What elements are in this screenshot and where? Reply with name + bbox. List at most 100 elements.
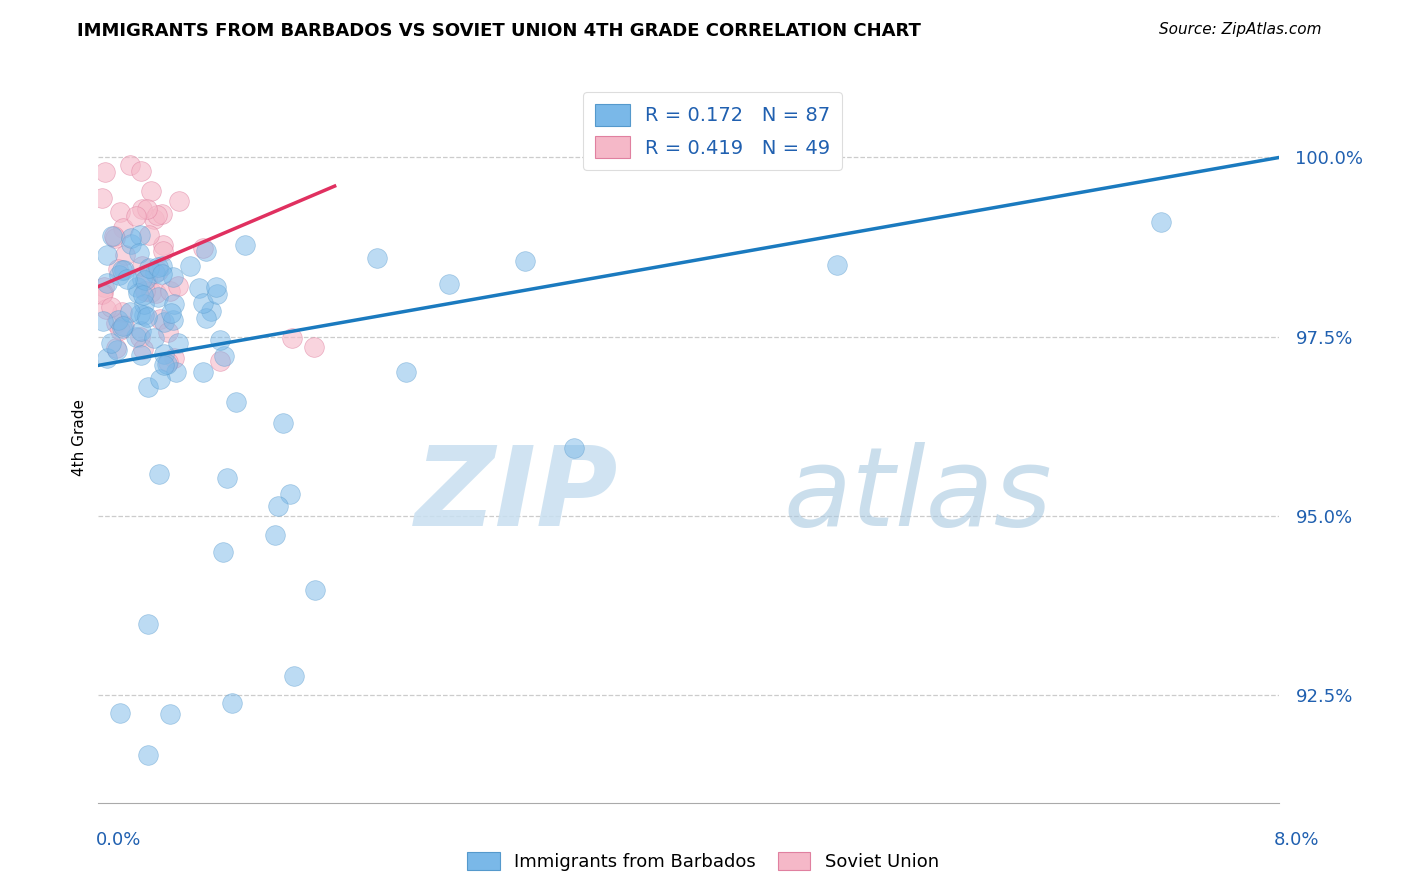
Point bbox=[263, 528, 285, 542]
Point bbox=[225, 394, 247, 409]
Point bbox=[150, 207, 173, 221]
Point bbox=[163, 351, 186, 366]
Point bbox=[136, 748, 159, 763]
Point bbox=[118, 305, 141, 319]
Text: 0.0%: 0.0% bbox=[96, 831, 141, 849]
Text: Source: ZipAtlas.com: Source: ZipAtlas.com bbox=[1159, 22, 1322, 37]
Point bbox=[267, 500, 290, 514]
Point bbox=[115, 271, 138, 285]
Point bbox=[194, 311, 217, 326]
Point bbox=[103, 229, 125, 244]
Text: ZIP: ZIP bbox=[415, 442, 619, 549]
Text: IMMIGRANTS FROM BARBADOS VS SOVIET UNION 4TH GRADE CORRELATION CHART: IMMIGRANTS FROM BARBADOS VS SOVIET UNION… bbox=[77, 22, 921, 40]
Point bbox=[105, 341, 128, 355]
Point bbox=[114, 247, 136, 261]
Point bbox=[111, 262, 134, 277]
Point bbox=[111, 305, 134, 319]
Point bbox=[191, 365, 214, 379]
Point bbox=[134, 273, 156, 287]
Point bbox=[142, 331, 165, 345]
Point bbox=[221, 696, 243, 710]
Point bbox=[153, 346, 176, 360]
Point bbox=[105, 343, 128, 357]
Point bbox=[366, 251, 388, 265]
Point bbox=[205, 287, 228, 301]
Point bbox=[195, 244, 218, 258]
Point bbox=[149, 371, 172, 385]
Point bbox=[281, 331, 304, 345]
Point bbox=[209, 334, 232, 348]
Point bbox=[120, 158, 142, 172]
Point bbox=[159, 706, 181, 721]
Point bbox=[93, 280, 115, 294]
Point bbox=[125, 280, 148, 294]
Point bbox=[134, 285, 156, 299]
Point bbox=[395, 365, 418, 379]
Point bbox=[233, 238, 256, 252]
Point bbox=[209, 354, 232, 368]
Point bbox=[143, 267, 166, 281]
Point bbox=[105, 316, 128, 330]
Point bbox=[149, 312, 172, 326]
Point bbox=[100, 300, 122, 314]
Point bbox=[146, 289, 169, 303]
Point bbox=[146, 260, 169, 274]
Point bbox=[100, 335, 122, 350]
Point bbox=[107, 261, 129, 276]
Point bbox=[131, 272, 153, 286]
Point bbox=[127, 286, 149, 301]
Point bbox=[212, 545, 235, 559]
Point bbox=[90, 287, 112, 301]
Point bbox=[131, 163, 153, 178]
Point bbox=[111, 321, 134, 335]
Point bbox=[108, 706, 131, 720]
Point bbox=[136, 271, 159, 285]
Point bbox=[132, 288, 155, 302]
Point bbox=[91, 314, 114, 328]
Point bbox=[112, 221, 135, 235]
Point bbox=[191, 241, 214, 255]
Point bbox=[96, 248, 118, 262]
Point bbox=[825, 258, 848, 272]
Point bbox=[160, 306, 183, 320]
Point bbox=[159, 285, 181, 299]
Point bbox=[278, 487, 301, 501]
Point bbox=[200, 304, 222, 318]
Point bbox=[108, 268, 131, 282]
Point bbox=[93, 285, 115, 300]
Point bbox=[215, 470, 238, 484]
Point bbox=[110, 205, 132, 219]
Point bbox=[96, 351, 118, 366]
Point bbox=[152, 359, 174, 373]
Point bbox=[562, 442, 585, 456]
Point bbox=[129, 324, 152, 338]
Point bbox=[96, 276, 118, 290]
Point bbox=[146, 208, 169, 222]
Point bbox=[167, 279, 190, 293]
Point bbox=[212, 349, 235, 363]
Point bbox=[165, 365, 187, 379]
Point bbox=[136, 617, 159, 632]
Point bbox=[1150, 215, 1173, 229]
Legend: R = 0.172   N = 87, R = 0.419   N = 49: R = 0.172 N = 87, R = 0.419 N = 49 bbox=[583, 92, 842, 170]
Text: 8.0%: 8.0% bbox=[1274, 831, 1319, 849]
Point bbox=[437, 277, 460, 291]
Point bbox=[129, 329, 152, 343]
Point bbox=[157, 355, 180, 369]
Point bbox=[283, 669, 305, 683]
Point bbox=[167, 194, 190, 208]
Point bbox=[138, 227, 160, 242]
Point bbox=[193, 295, 215, 310]
Point bbox=[104, 231, 127, 245]
Point bbox=[302, 341, 325, 355]
Point bbox=[112, 318, 135, 332]
Point bbox=[152, 238, 174, 252]
Point bbox=[135, 202, 157, 216]
Point bbox=[142, 212, 165, 227]
Point bbox=[513, 253, 536, 268]
Point bbox=[138, 379, 160, 393]
Point bbox=[131, 259, 153, 273]
Point bbox=[128, 246, 150, 260]
Point bbox=[139, 184, 162, 198]
Point bbox=[156, 357, 179, 371]
